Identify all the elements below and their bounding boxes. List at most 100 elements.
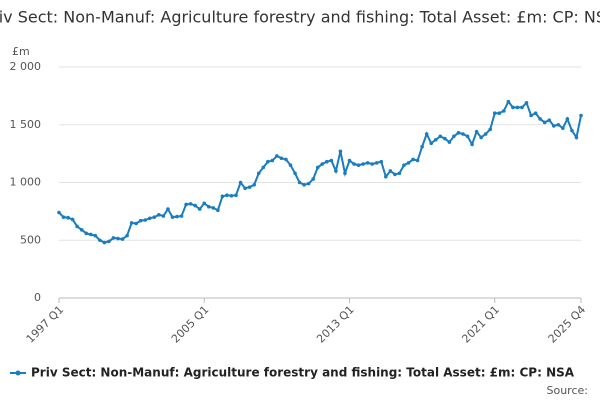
point	[456, 131, 461, 135]
point	[166, 207, 170, 211]
point	[261, 165, 266, 170]
point	[266, 159, 270, 164]
point	[306, 181, 311, 186]
point	[347, 158, 352, 163]
point	[125, 233, 129, 238]
point	[547, 118, 552, 122]
point	[175, 214, 179, 219]
chart-title: Priv Sect: Non-Manuf: Agriculture forest…	[0, 8, 600, 27]
point	[297, 180, 302, 185]
point	[229, 193, 234, 198]
point	[465, 134, 470, 139]
point	[334, 169, 338, 173]
point	[365, 161, 370, 165]
point	[57, 210, 61, 215]
point	[216, 208, 220, 213]
point	[206, 204, 211, 209]
point	[93, 233, 98, 238]
point	[447, 140, 452, 144]
point	[152, 215, 157, 219]
point	[129, 221, 134, 225]
point	[524, 101, 529, 105]
point	[579, 113, 583, 118]
point	[361, 162, 365, 166]
y-tick-label: 2 000	[10, 60, 42, 73]
point	[143, 218, 148, 222]
y-tick-label: 0	[34, 291, 41, 304]
point	[556, 122, 561, 127]
point	[325, 159, 329, 164]
point	[542, 120, 547, 125]
point	[79, 228, 84, 232]
point	[502, 109, 506, 113]
point	[511, 105, 515, 110]
point	[429, 141, 434, 146]
point	[315, 165, 320, 170]
point	[66, 215, 70, 220]
point	[529, 113, 533, 118]
point	[279, 156, 284, 161]
point	[561, 126, 565, 131]
point	[202, 201, 207, 206]
point	[120, 237, 125, 241]
point	[570, 128, 574, 133]
legend-marker	[15, 370, 21, 376]
point	[411, 157, 415, 162]
point	[288, 163, 293, 167]
point	[379, 159, 384, 164]
point	[352, 162, 356, 166]
point	[88, 232, 93, 237]
point	[270, 158, 275, 163]
point	[515, 105, 520, 110]
point	[461, 132, 465, 136]
point	[225, 193, 229, 198]
point	[302, 183, 306, 187]
point	[243, 186, 247, 191]
point	[179, 214, 184, 218]
point	[574, 135, 579, 140]
point	[388, 169, 393, 173]
point	[406, 161, 411, 165]
point	[234, 193, 238, 198]
y-tick-label: 500	[20, 233, 41, 246]
y-tick-label: 1 000	[10, 176, 42, 189]
point	[420, 144, 424, 149]
point	[275, 154, 279, 158]
point	[402, 163, 406, 167]
x-tick-label: 2025 Q4	[546, 303, 589, 346]
point	[197, 207, 202, 211]
point	[497, 111, 502, 115]
point	[170, 215, 175, 219]
point	[343, 171, 347, 176]
x-tick-label: 2021 Q1	[459, 303, 502, 346]
point	[393, 172, 397, 177]
point	[161, 214, 166, 218]
point	[565, 117, 570, 121]
point	[252, 183, 256, 187]
point	[397, 171, 402, 176]
point	[338, 149, 343, 154]
point	[193, 203, 197, 208]
point	[75, 224, 79, 229]
point	[107, 239, 111, 244]
point	[551, 124, 556, 128]
point	[320, 162, 325, 166]
point	[238, 180, 243, 185]
point	[293, 171, 297, 176]
line	[58, 99, 582, 244]
legend-label: Priv Sect: Non-Manuf: Agriculture forest…	[31, 366, 575, 380]
point	[438, 134, 443, 139]
point	[247, 185, 252, 189]
x-tick-label: 2005 Q1	[169, 303, 212, 346]
point	[506, 99, 511, 104]
point	[70, 217, 75, 222]
point	[188, 202, 193, 206]
point	[424, 132, 429, 136]
point	[370, 162, 375, 166]
point	[256, 171, 261, 176]
point	[533, 111, 538, 115]
point	[483, 132, 488, 136]
point	[374, 161, 379, 165]
point	[311, 177, 315, 181]
